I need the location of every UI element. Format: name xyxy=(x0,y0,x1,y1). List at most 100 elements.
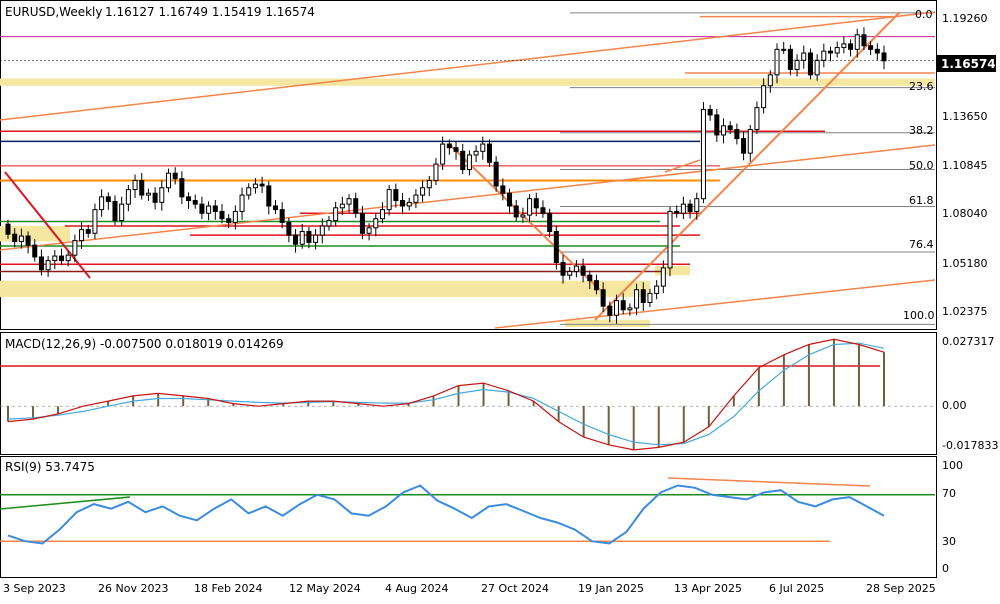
candle-body xyxy=(105,196,111,202)
candle-body xyxy=(527,198,533,216)
trend-line xyxy=(664,159,701,173)
time-tick: 28 Sep 2025 xyxy=(866,582,936,595)
fib-label: 100.0 xyxy=(903,309,935,322)
candle-body xyxy=(607,305,613,316)
candle-body xyxy=(206,205,212,214)
candle-body xyxy=(119,203,125,222)
rsi-trend-line xyxy=(667,477,871,487)
candle-body xyxy=(774,48,780,76)
candle-body xyxy=(386,189,392,211)
candle-body xyxy=(513,205,519,218)
candle-body xyxy=(326,220,332,227)
candle-body xyxy=(359,212,365,234)
candle-body xyxy=(600,289,606,307)
candle-body xyxy=(714,114,720,136)
zone-band xyxy=(0,280,650,298)
zone-band xyxy=(565,319,650,328)
candle-body xyxy=(620,300,626,311)
candle-body xyxy=(373,218,379,229)
candle-body xyxy=(192,200,198,205)
candle-body xyxy=(540,207,546,214)
candle-body xyxy=(654,285,660,294)
candle-body xyxy=(473,150,479,156)
trend-line xyxy=(0,11,936,121)
candle-body xyxy=(219,210,225,220)
candle-body xyxy=(125,189,131,205)
candle-body xyxy=(794,59,800,70)
candle-body xyxy=(433,163,439,181)
price-tick: 1.08040 xyxy=(942,207,988,220)
candle-body xyxy=(212,205,218,212)
candle-body xyxy=(79,229,85,242)
candle-body xyxy=(226,218,232,223)
candle-body xyxy=(239,194,245,212)
rsi-layer xyxy=(0,477,935,545)
candle-body xyxy=(440,143,446,165)
candle-body xyxy=(787,48,793,70)
candle-body xyxy=(92,209,98,234)
candle-body xyxy=(65,254,71,262)
candle-body xyxy=(694,198,700,212)
candle-body xyxy=(881,52,887,62)
macd-main-line xyxy=(7,342,885,446)
candle-body xyxy=(152,192,158,203)
candle-body xyxy=(52,255,58,262)
time-tick: 12 May 2024 xyxy=(289,582,361,595)
candle-body xyxy=(18,235,24,242)
candle-body xyxy=(246,187,252,196)
current-price-label: 1.16574 xyxy=(941,57,996,71)
trend-line xyxy=(0,144,936,251)
candle-body xyxy=(647,292,653,304)
candle-body xyxy=(339,203,345,209)
time-tick: 4 Aug 2024 xyxy=(385,582,448,595)
time-tick: 18 Feb 2024 xyxy=(194,582,262,595)
macd-tick: -0.017833 xyxy=(942,439,998,452)
candle-body xyxy=(807,52,813,76)
candle-body xyxy=(741,138,747,154)
candle-body xyxy=(734,128,740,140)
candle-body xyxy=(293,234,299,245)
candle-body xyxy=(874,48,880,54)
candle-body xyxy=(199,203,205,214)
candle-body xyxy=(827,50,834,54)
candle-body xyxy=(58,255,65,262)
candle-body xyxy=(400,200,406,207)
price-tick: 1.02375 xyxy=(942,305,988,318)
candle-body xyxy=(286,221,292,236)
candle-body xyxy=(614,300,620,316)
candle-body xyxy=(259,183,265,187)
trend-line xyxy=(594,11,901,321)
candle-body xyxy=(38,256,44,271)
macd-signal-line xyxy=(7,338,885,451)
symbol-label: EURUSD,Weekly xyxy=(5,5,102,19)
candle-body xyxy=(493,161,499,187)
rsi-tick: 0 xyxy=(942,562,949,575)
candle-body xyxy=(406,201,412,207)
fib-label: 23.6 xyxy=(909,80,934,93)
rsi-pane-border xyxy=(0,456,937,578)
price-tick: 1.10845 xyxy=(942,159,988,172)
rsi-label: RSI(9) 53.7475 xyxy=(5,460,95,474)
price-tick: 1.05180 xyxy=(942,257,988,270)
candle-body xyxy=(727,125,733,130)
rsi-tick: 70 xyxy=(942,487,956,500)
candle-body xyxy=(767,74,773,87)
candle-body xyxy=(420,187,426,196)
candle-body xyxy=(393,189,399,202)
candle-body xyxy=(353,198,359,214)
candle-body xyxy=(272,205,278,211)
candle-body xyxy=(266,185,272,207)
candle-body xyxy=(868,45,874,50)
time-tick: 19 Jan 2025 xyxy=(578,582,644,595)
candle-body xyxy=(627,307,633,311)
price-layer xyxy=(0,11,936,329)
macd-layer xyxy=(0,338,935,451)
candle-body xyxy=(707,108,713,116)
time-tick: 3 Sep 2023 xyxy=(3,582,66,595)
ohlc-label: 1.16127 1.16749 1.15419 1.16574 xyxy=(105,5,315,19)
candle-body xyxy=(640,289,646,304)
candle-body xyxy=(5,223,11,235)
macd-pane-border xyxy=(0,332,937,455)
